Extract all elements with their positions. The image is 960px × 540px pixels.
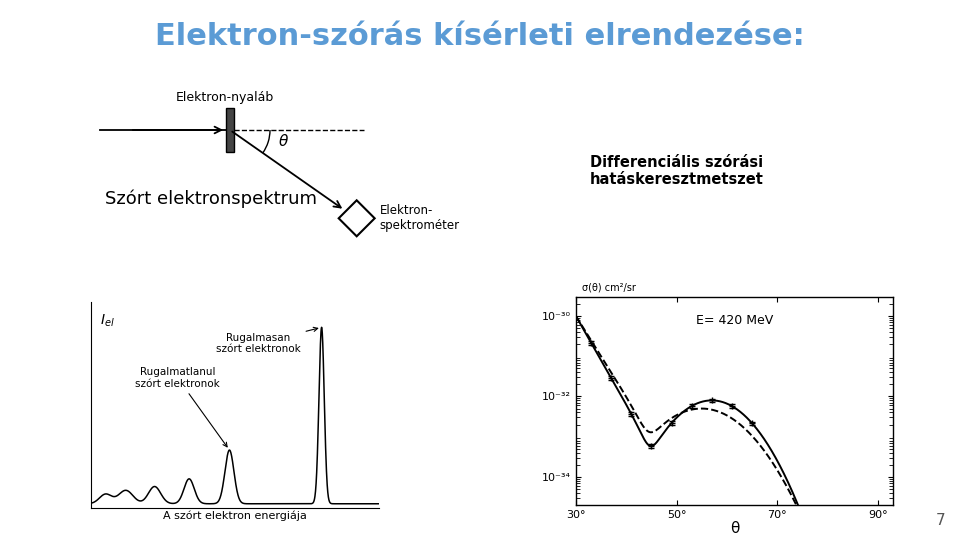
Text: Elektron-
spektrométer: Elektron- spektrométer	[380, 204, 460, 232]
Text: $I_{el}$: $I_{el}$	[100, 313, 114, 329]
Polygon shape	[339, 200, 374, 237]
Text: E= 420 MeV: E= 420 MeV	[696, 314, 774, 327]
Text: $\theta$: $\theta$	[278, 133, 289, 149]
Text: 7: 7	[935, 513, 945, 528]
Text: Rugalmasan
szórt elektronok: Rugalmasan szórt elektronok	[216, 327, 318, 354]
Text: σ(θ) cm²/sr: σ(θ) cm²/sr	[583, 283, 636, 293]
Text: Szórt elektronspektrum: Szórt elektronspektrum	[105, 190, 317, 208]
Text: Elektron-szórás kísérleti elrendezése:: Elektron-szórás kísérleti elrendezése:	[156, 22, 804, 51]
Text: Differenciális szórási
hatáskeresztmetszet: Differenciális szórási hatáskeresztmetsz…	[590, 155, 764, 187]
Text: Elektron-nyaláb: Elektron-nyaláb	[176, 91, 275, 104]
X-axis label: θ: θ	[730, 521, 739, 536]
X-axis label: A szórt elektron energiája: A szórt elektron energiája	[163, 510, 307, 521]
Text: Rugalmatlanul
szórt elektronok: Rugalmatlanul szórt elektronok	[135, 367, 228, 447]
Bar	[226, 108, 234, 152]
